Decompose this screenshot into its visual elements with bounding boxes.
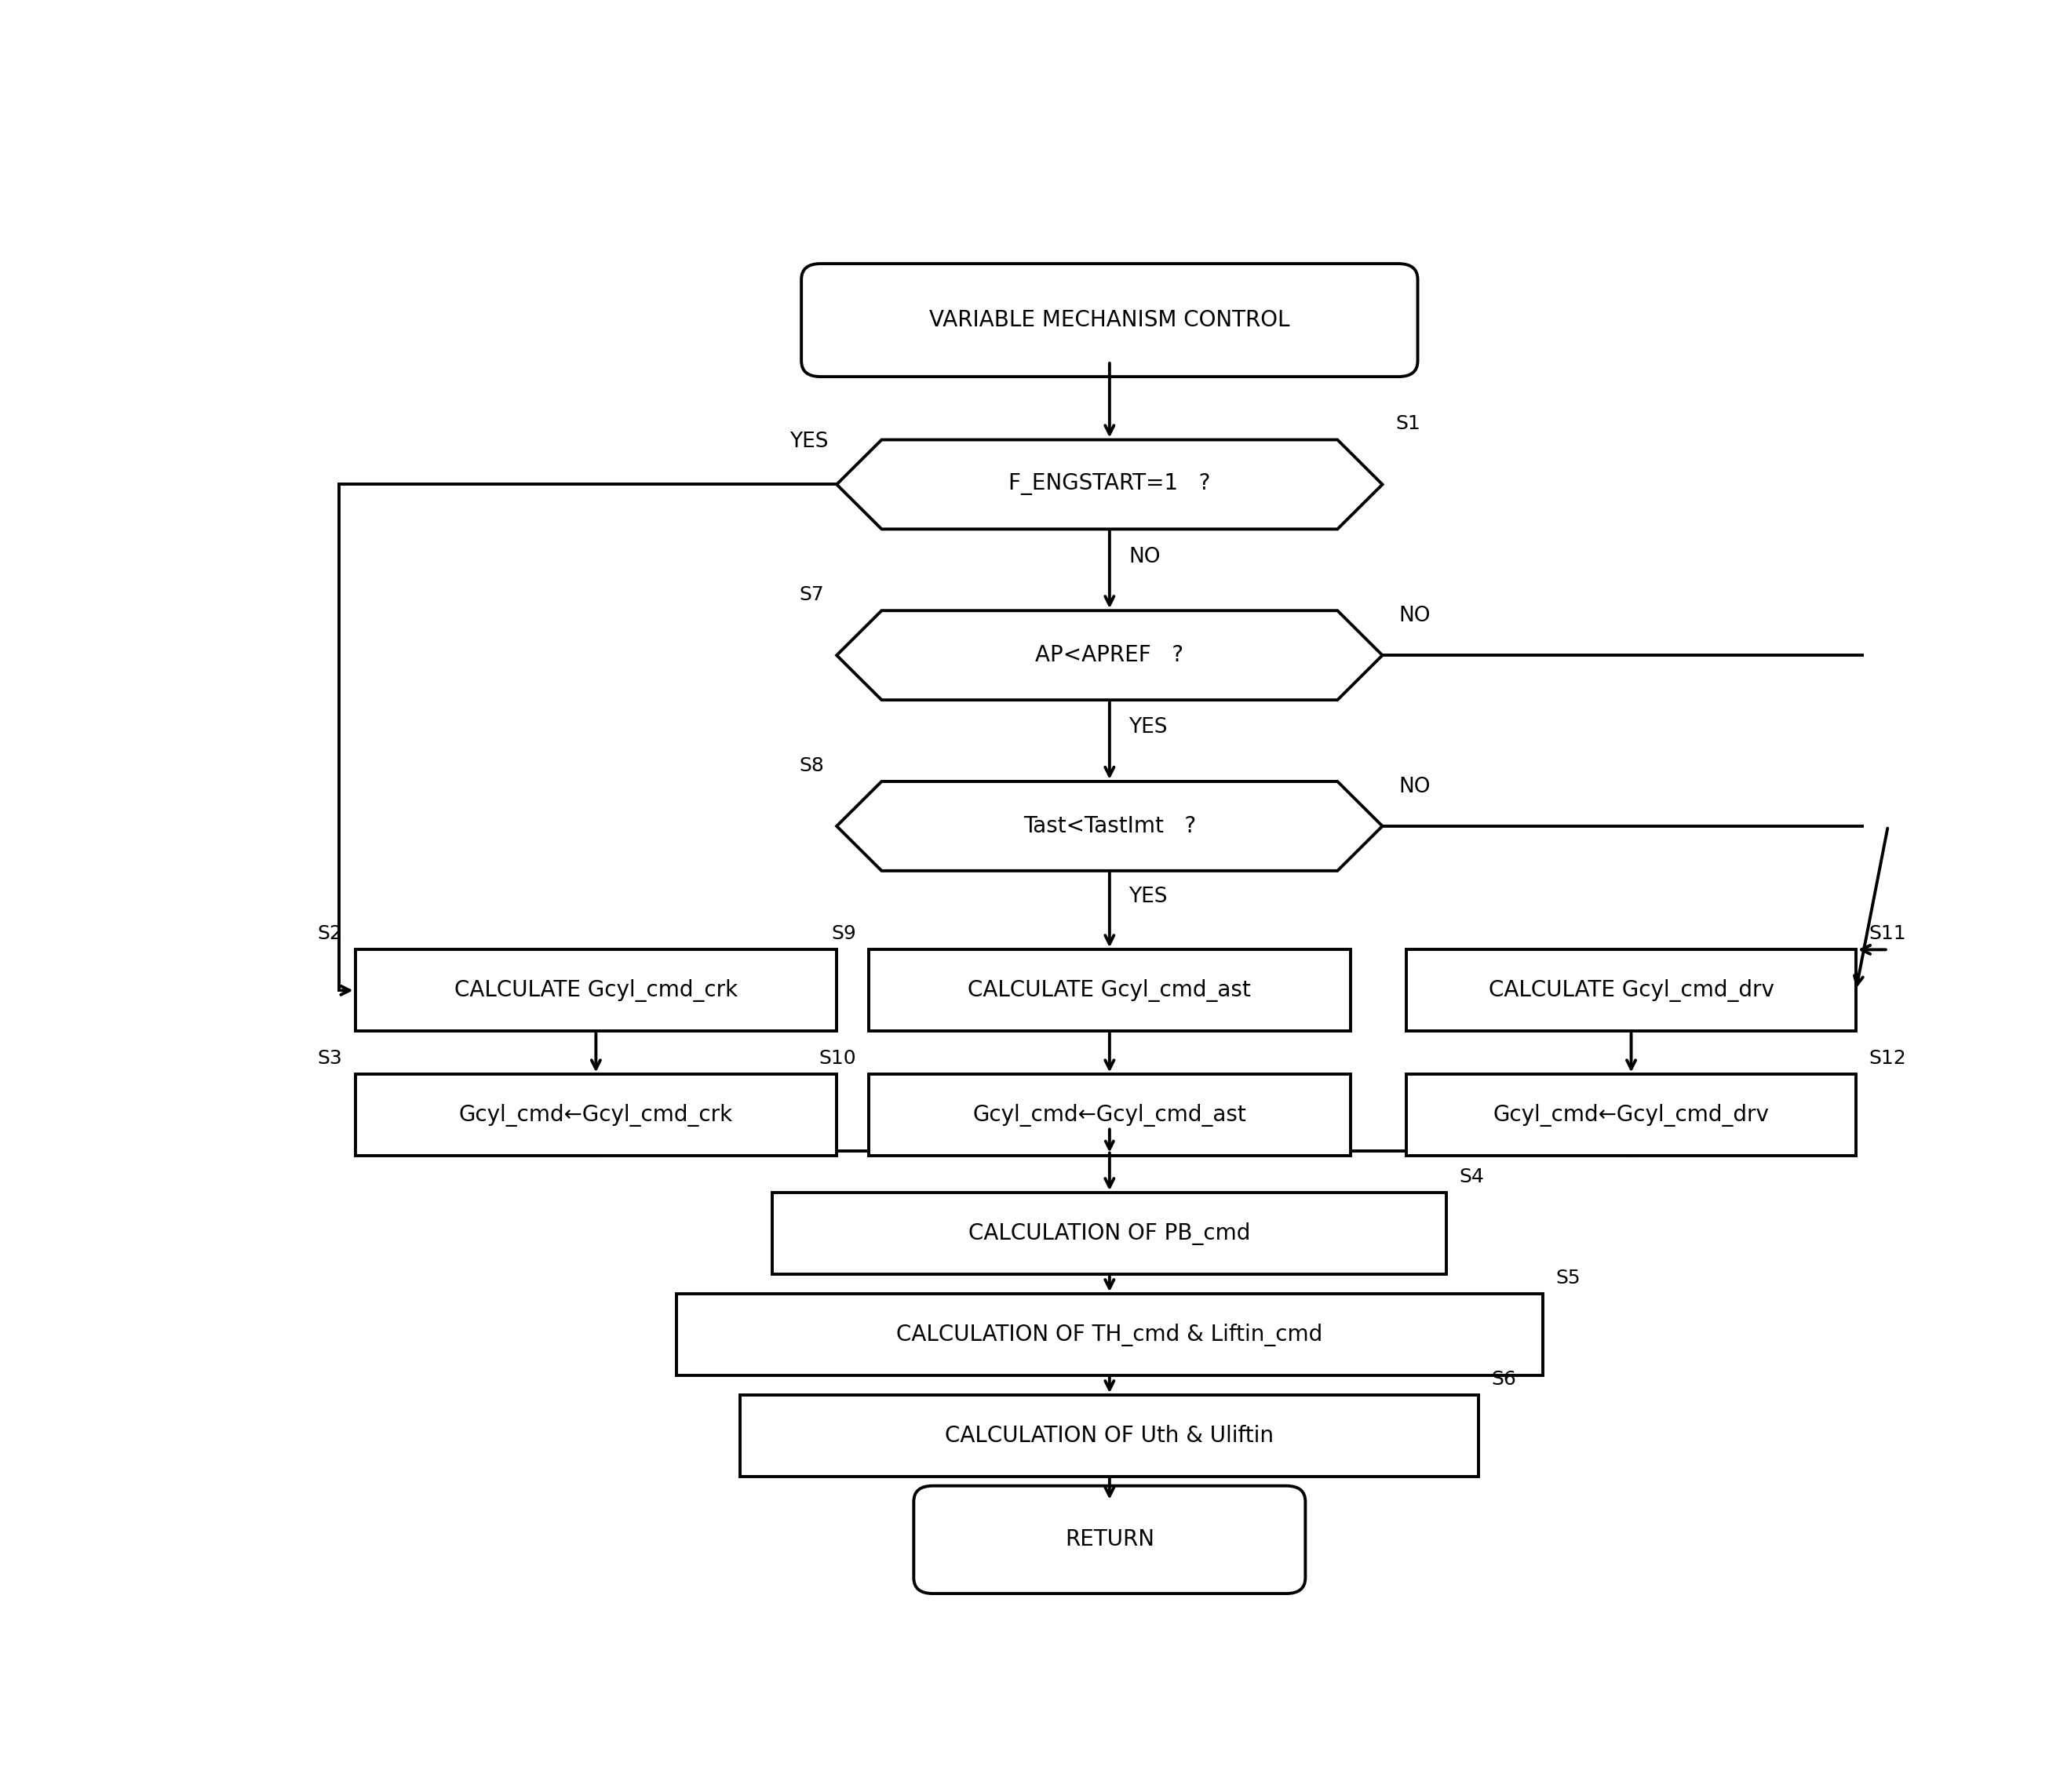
Text: CALCULATION OF TH_cmd & Liftin_cmd: CALCULATION OF TH_cmd & Liftin_cmd	[897, 1322, 1323, 1346]
Text: CALCULATION OF PB_cmd: CALCULATION OF PB_cmd	[969, 1222, 1251, 1245]
Polygon shape	[837, 611, 1383, 701]
Bar	[870, 950, 1350, 1030]
Bar	[1406, 1075, 1856, 1156]
Text: NO: NO	[1398, 606, 1431, 627]
FancyBboxPatch shape	[913, 1486, 1305, 1593]
Text: S12: S12	[1868, 1048, 1905, 1068]
Bar	[870, 1075, 1350, 1156]
Text: YES: YES	[1129, 717, 1168, 738]
Text: S2: S2	[317, 925, 342, 943]
Text: S6: S6	[1491, 1369, 1516, 1389]
Text: YES: YES	[1129, 887, 1168, 907]
Text: S8: S8	[799, 756, 824, 774]
Text: NO: NO	[1398, 776, 1431, 797]
Text: Gcyl_cmd←Gcyl_cmd_crk: Gcyl_cmd←Gcyl_cmd_crk	[460, 1104, 733, 1127]
Text: Tast<TastImt   ?: Tast<TastImt ?	[1023, 815, 1195, 837]
Text: CALCULATE Gcyl_cmd_crk: CALCULATE Gcyl_cmd_crk	[454, 978, 737, 1002]
Bar	[741, 1396, 1479, 1477]
Polygon shape	[837, 439, 1383, 529]
FancyBboxPatch shape	[801, 263, 1419, 376]
Text: S10: S10	[818, 1048, 855, 1068]
Text: CALCULATE Gcyl_cmd_drv: CALCULATE Gcyl_cmd_drv	[1489, 978, 1775, 1002]
Text: YES: YES	[789, 432, 828, 452]
Text: RETURN: RETURN	[1064, 1529, 1154, 1550]
Text: S5: S5	[1555, 1269, 1580, 1287]
Text: S1: S1	[1396, 414, 1421, 434]
Text: Gcyl_cmd←Gcyl_cmd_ast: Gcyl_cmd←Gcyl_cmd_ast	[973, 1104, 1247, 1127]
Text: CALCULATION OF Uth & Uliftin: CALCULATION OF Uth & Uliftin	[944, 1425, 1274, 1446]
Text: S7: S7	[799, 586, 824, 604]
Bar	[772, 1193, 1446, 1274]
Text: CALCULATE Gcyl_cmd_ast: CALCULATE Gcyl_cmd_ast	[967, 978, 1251, 1002]
Text: NO: NO	[1129, 547, 1160, 566]
Text: S9: S9	[830, 925, 855, 943]
Text: S11: S11	[1868, 925, 1905, 943]
Bar	[356, 1075, 837, 1156]
Text: S4: S4	[1460, 1167, 1485, 1186]
Text: Gcyl_cmd←Gcyl_cmd_drv: Gcyl_cmd←Gcyl_cmd_drv	[1493, 1104, 1769, 1127]
Bar	[675, 1294, 1543, 1376]
Bar	[356, 950, 837, 1030]
Text: AP<APREF   ?: AP<APREF ?	[1036, 645, 1185, 667]
Text: VARIABLE MECHANISM CONTROL: VARIABLE MECHANISM CONTROL	[930, 310, 1290, 332]
Text: S3: S3	[317, 1048, 342, 1068]
Bar	[1406, 950, 1856, 1030]
Text: F_ENGSTART=1   ?: F_ENGSTART=1 ?	[1009, 473, 1212, 495]
Polygon shape	[837, 781, 1383, 871]
